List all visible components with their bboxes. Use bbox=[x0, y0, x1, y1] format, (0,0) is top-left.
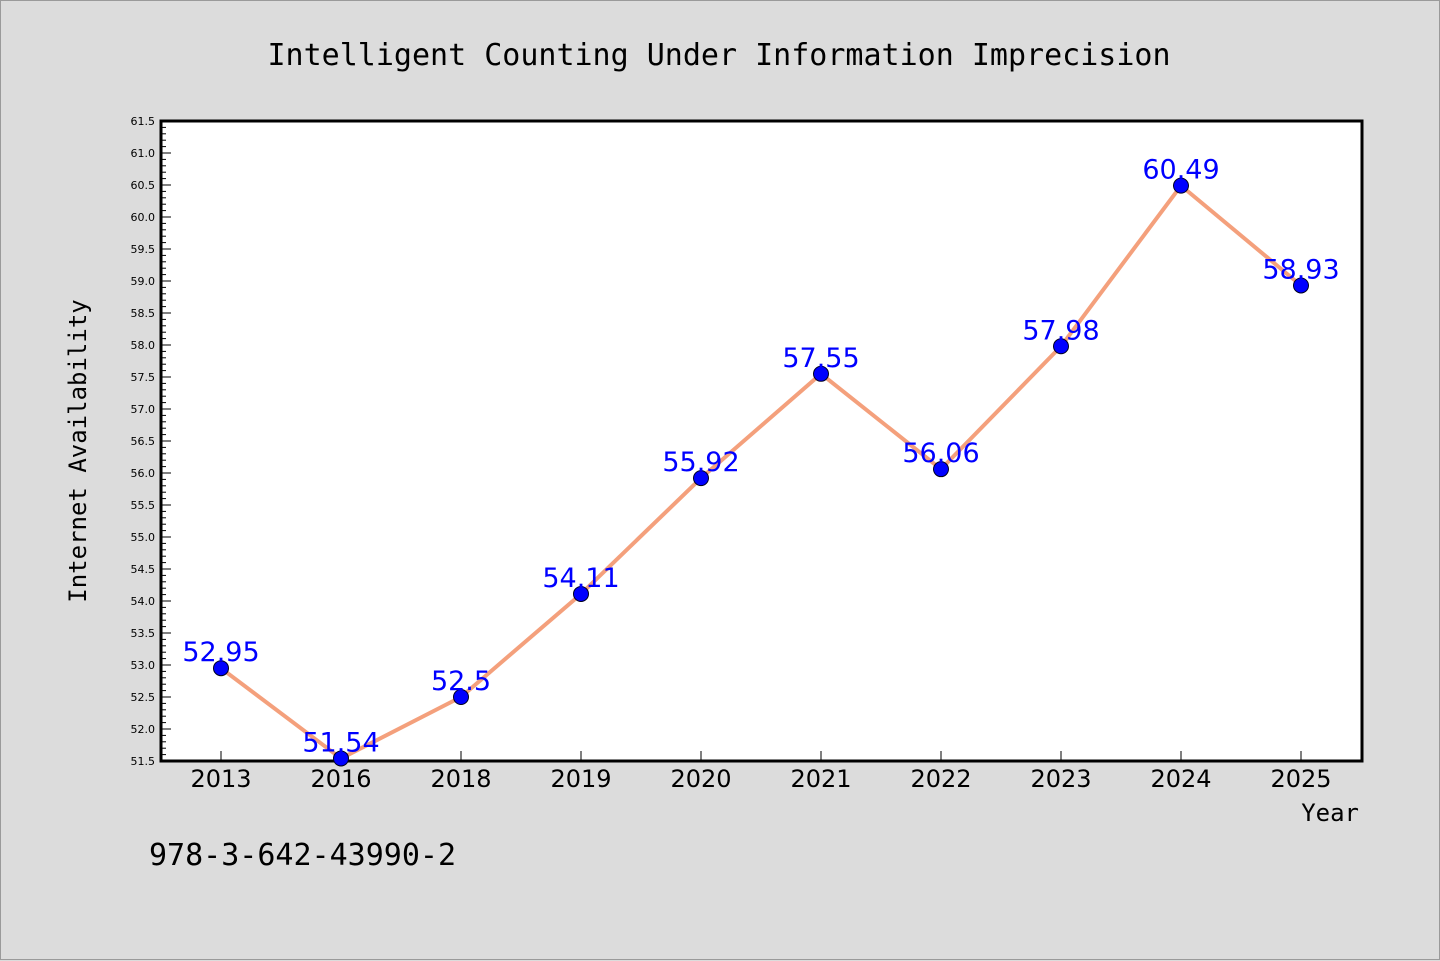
data-labels: 52.95 51.54 52.5 54.11 55.92 57.55 56.06 57.98 6… bbox=[182, 155, 1339, 759]
y-tick-label: 54.0 bbox=[131, 595, 156, 608]
y-tick-label: 53.0 bbox=[131, 659, 156, 672]
x-tick-label: 2023 bbox=[1030, 765, 1091, 793]
data-label: 58.93 bbox=[1262, 254, 1339, 285]
y-tick-label: 54.5 bbox=[131, 563, 156, 576]
data-point bbox=[453, 689, 469, 705]
series-markers bbox=[213, 177, 1309, 767]
y-tick-label: 57.5 bbox=[131, 371, 156, 384]
data-point bbox=[693, 470, 709, 487]
x-axis-ticks: 2013 2016 2018 2019 2020 2021 2022 2023 2024 2025 bbox=[190, 751, 1332, 793]
plot-area bbox=[159, 119, 1364, 763]
data-point bbox=[1053, 338, 1069, 355]
y-tick-label: 59.5 bbox=[131, 243, 156, 256]
x-axis-label: Year bbox=[1301, 799, 1359, 827]
y-tick-label: 60.0 bbox=[131, 211, 156, 224]
y-axis-label: Internet Availability bbox=[64, 299, 92, 602]
y-tick-label: 58.5 bbox=[131, 307, 156, 320]
data-label: 56.06 bbox=[902, 438, 979, 469]
data-point bbox=[213, 660, 229, 677]
data-point bbox=[933, 461, 949, 478]
data-point bbox=[1293, 277, 1309, 294]
x-tick-label: 2018 bbox=[430, 765, 491, 793]
x-tick-label: 2025 bbox=[1270, 765, 1331, 793]
y-tick-label: 51.5 bbox=[131, 755, 156, 768]
y-tick-label: 61.5 bbox=[131, 115, 156, 128]
y-tick-label: 60.5 bbox=[131, 179, 156, 192]
y-tick-label: 59.0 bbox=[131, 275, 156, 288]
x-tick-label: 2019 bbox=[550, 765, 611, 793]
y-tick-label: 52.5 bbox=[131, 691, 156, 704]
y-tick-label: 53.5 bbox=[131, 627, 156, 640]
data-point bbox=[573, 585, 589, 602]
data-label: 52.5 bbox=[431, 666, 491, 697]
data-label: 55.92 bbox=[662, 447, 739, 478]
isbn-label: 978-3-642-43990-2 bbox=[149, 838, 456, 873]
y-tick-label: 55.5 bbox=[131, 499, 156, 512]
data-label: 60.49 bbox=[1142, 155, 1219, 186]
y-tick-label: 52.0 bbox=[131, 723, 156, 736]
chart-title: Intelligent Counting Under Information I… bbox=[267, 38, 1170, 73]
data-label: 51.54 bbox=[302, 727, 379, 758]
y-tick-label: 61.0 bbox=[131, 147, 156, 160]
data-point bbox=[333, 750, 349, 767]
y-tick-label: 55.0 bbox=[131, 531, 156, 544]
data-label: 57.98 bbox=[1022, 315, 1099, 346]
y-axis-ticks: 51.5 52.0 52.5 53.0 53.5 54.0 54.5 55.0 55.5 56.0… bbox=[131, 115, 171, 768]
data-point bbox=[813, 365, 829, 382]
y-tick-label: 57.0 bbox=[131, 403, 156, 416]
x-tick-label: 2016 bbox=[310, 765, 371, 793]
x-tick-label: 2022 bbox=[910, 765, 971, 793]
x-tick-label: 2013 bbox=[190, 765, 251, 793]
series-line bbox=[219, 183, 1303, 761]
x-tick-label: 2021 bbox=[790, 765, 851, 793]
data-point bbox=[1173, 177, 1189, 194]
y-tick-label: 58.0 bbox=[131, 339, 156, 352]
x-tick-label: 2020 bbox=[670, 765, 731, 793]
data-label: 57.55 bbox=[782, 343, 859, 374]
y-tick-label: 56.0 bbox=[131, 467, 156, 480]
data-label: 52.95 bbox=[182, 637, 259, 668]
y-tick-label: 56.5 bbox=[131, 435, 156, 448]
x-tick-label: 2024 bbox=[1150, 765, 1211, 793]
data-label: 54.11 bbox=[542, 563, 619, 594]
